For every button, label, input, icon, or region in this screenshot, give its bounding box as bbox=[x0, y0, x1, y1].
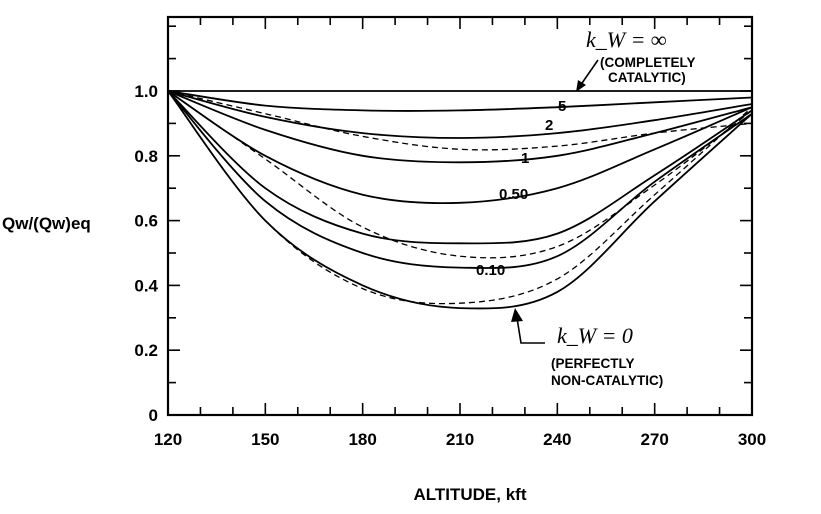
kw-infinity-arrow bbox=[579, 59, 599, 87]
y-axis-ticks: 0 0.2 0.4 0.6 0.8 1.0 bbox=[134, 25, 752, 425]
x-tick-label: 120 bbox=[154, 430, 182, 449]
x-tick-label: 270 bbox=[640, 430, 668, 449]
kw-zero-arrow bbox=[516, 317, 545, 344]
curve-label-5: 5 bbox=[558, 98, 566, 115]
annotation-kw-infinity: k_W = ∞ (COMPLETELY CATALYTIC) bbox=[576, 27, 696, 92]
curve-label-010: 0.10 bbox=[476, 262, 505, 279]
y-tick-label: 0.6 bbox=[134, 212, 158, 231]
curve-label-1: 1 bbox=[521, 150, 529, 167]
x-tick-label: 210 bbox=[446, 430, 474, 449]
y-tick-label: 0.4 bbox=[134, 276, 158, 295]
kw-infinity-label: k_W = ∞ bbox=[586, 27, 667, 52]
x-tick-label: 150 bbox=[251, 430, 279, 449]
curve-labels: 5 2 1 0.50 0.10 bbox=[476, 98, 566, 279]
curve-label-2: 2 bbox=[545, 117, 553, 134]
dashed-series-line-10 bbox=[167, 90, 753, 305]
series-line-7 bbox=[167, 90, 753, 310]
y-axis-title: Qw/(Qw)eq bbox=[2, 214, 91, 233]
y-tick-label: 0.2 bbox=[134, 341, 158, 360]
dashed-series-line-8 bbox=[167, 90, 753, 151]
kw-infinity-note-line1: (COMPLETELY bbox=[600, 55, 696, 70]
x-tick-label: 300 bbox=[738, 430, 766, 449]
curve-label-050: 0.50 bbox=[499, 186, 528, 203]
kw-infinity-arrowhead bbox=[576, 80, 586, 92]
series-line-6 bbox=[167, 90, 753, 269]
series-line-4 bbox=[167, 90, 753, 205]
series-line-5 bbox=[167, 90, 753, 245]
y-tick-label: 0 bbox=[149, 406, 158, 425]
y-tick-label: 1.0 bbox=[134, 82, 158, 101]
kw-zero-note-line1: (PERFECTLY bbox=[551, 356, 635, 371]
series-lines bbox=[167, 90, 753, 310]
dashed-series-line-9 bbox=[167, 90, 753, 259]
x-tick-label: 180 bbox=[348, 430, 376, 449]
series-line-1 bbox=[167, 90, 753, 112]
kw-zero-label: k_W = 0 bbox=[557, 323, 633, 348]
y-tick-label: 0.8 bbox=[134, 147, 158, 166]
kw-zero-arrowhead bbox=[511, 308, 523, 322]
x-tick-label: 240 bbox=[543, 430, 571, 449]
kw-zero-note-line2: NON-CATALYTIC) bbox=[551, 373, 663, 388]
series-line-2 bbox=[167, 90, 753, 139]
x-axis-ticks: 120 150 180 210 240 270 300 bbox=[154, 17, 766, 449]
x-axis-title: ALTITUDE, kft bbox=[413, 485, 526, 504]
annotation-kw-zero: k_W = 0 (PERFECTLY NON-CATALYTIC) bbox=[511, 308, 663, 388]
kw-infinity-note-line2: CATALYTIC) bbox=[608, 70, 686, 85]
